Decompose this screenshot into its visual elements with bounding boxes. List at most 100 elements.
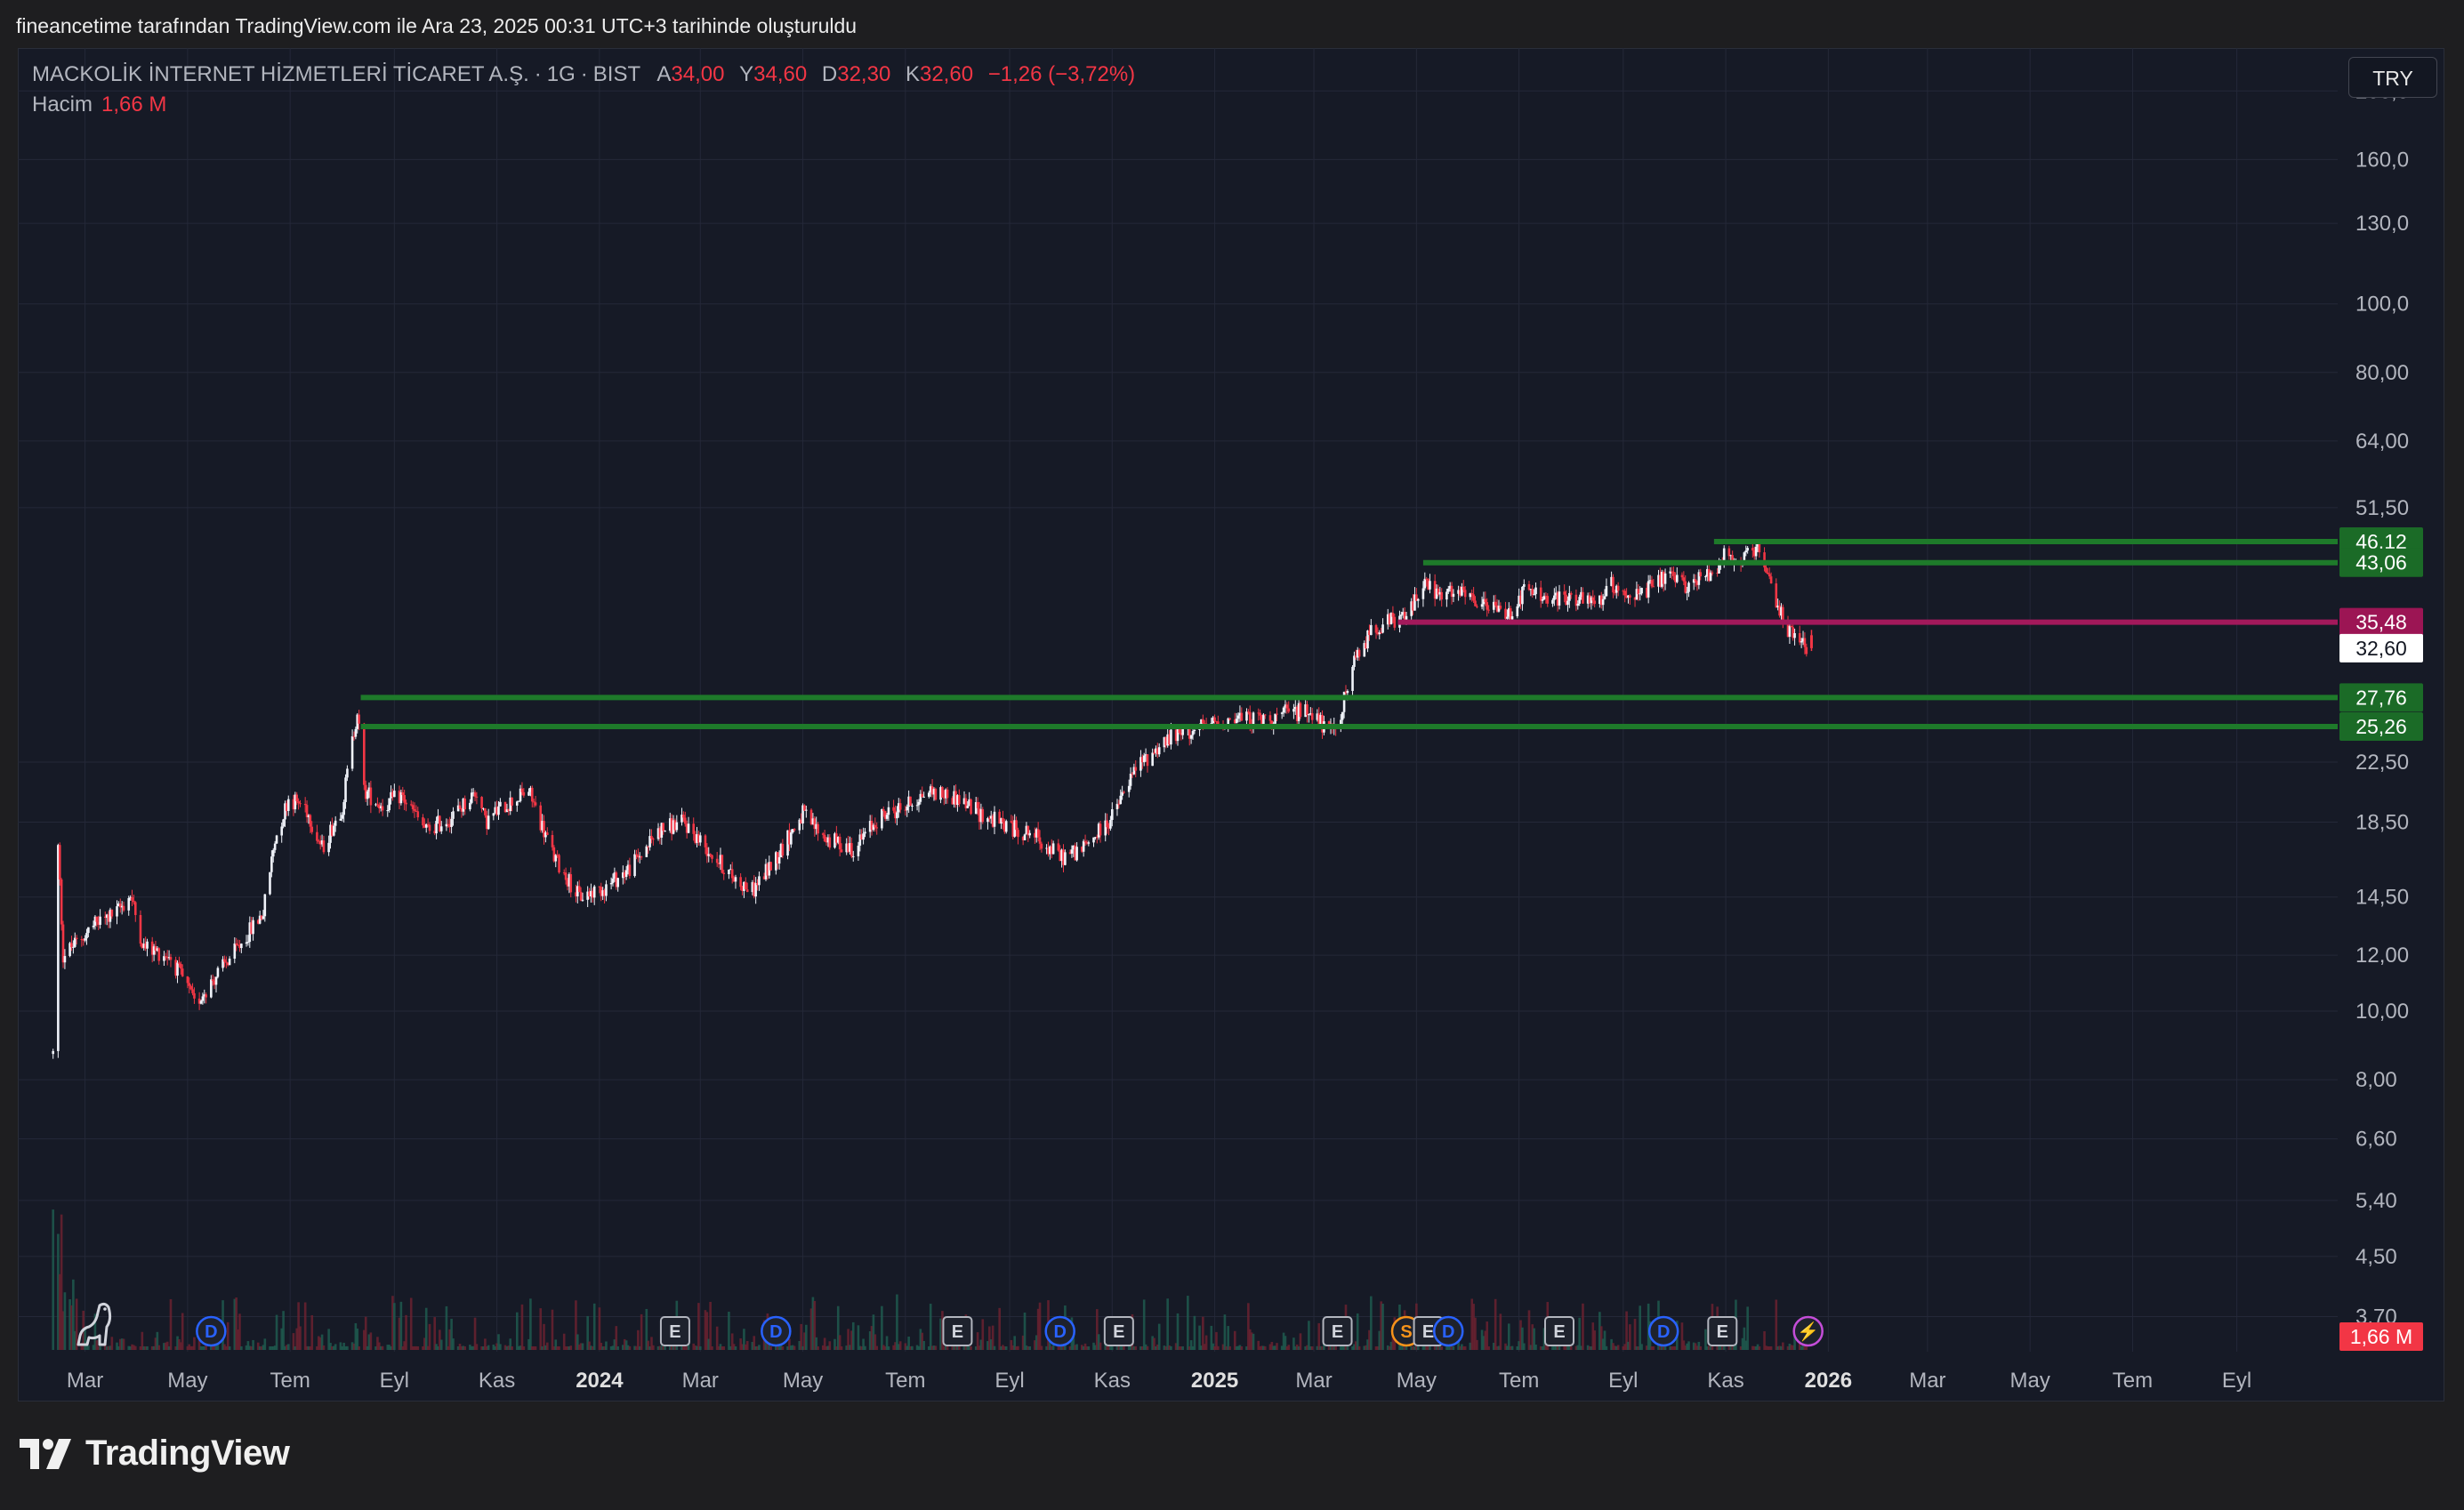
candle-body bbox=[751, 882, 754, 893]
y-tick-label: 51,50 bbox=[2355, 496, 2409, 520]
volume-bar bbox=[838, 1335, 841, 1350]
volume-bar bbox=[73, 1330, 76, 1350]
volume-bar bbox=[850, 1330, 853, 1350]
candle-body bbox=[363, 723, 366, 785]
candle-body bbox=[951, 798, 954, 805]
candle-body bbox=[122, 905, 125, 911]
candle-body bbox=[813, 818, 817, 830]
volume-bar bbox=[781, 1346, 785, 1350]
candle-body bbox=[1610, 576, 1613, 586]
volume-bar bbox=[1110, 1345, 1114, 1350]
x-tick-label: May bbox=[167, 1369, 207, 1393]
volume-bar bbox=[364, 1316, 367, 1350]
volume-bar bbox=[1003, 1346, 1006, 1350]
last-price-badge bbox=[2339, 633, 2423, 663]
candle-body bbox=[226, 962, 229, 966]
volume-bar bbox=[522, 1345, 526, 1350]
candle-body bbox=[1461, 586, 1465, 590]
candle-body bbox=[1763, 552, 1766, 568]
candle-body bbox=[127, 897, 131, 911]
volume-badge-label: 1,66 M bbox=[2350, 1325, 2412, 1348]
volume-bar bbox=[1388, 1345, 1391, 1350]
candle-body bbox=[1793, 633, 1796, 639]
candle-body bbox=[1497, 606, 1501, 612]
volume-bar bbox=[1686, 1343, 1688, 1350]
volume-bar bbox=[828, 1341, 832, 1350]
volume-bar bbox=[1767, 1345, 1771, 1350]
event-marker-earnings bbox=[1543, 1316, 1574, 1346]
candle-body bbox=[1292, 709, 1295, 712]
volume-bar bbox=[1391, 1332, 1395, 1350]
volume-bar bbox=[575, 1300, 577, 1350]
volume-bar bbox=[401, 1345, 405, 1350]
volume-bar bbox=[233, 1298, 237, 1350]
candle-body bbox=[541, 821, 544, 831]
candle-body bbox=[1072, 845, 1075, 850]
candle-body bbox=[388, 798, 391, 811]
candle-body bbox=[1775, 583, 1778, 608]
volume-bar bbox=[775, 1345, 777, 1350]
volume-bar bbox=[1094, 1345, 1097, 1350]
candle-body bbox=[505, 809, 509, 813]
candle-body bbox=[1380, 632, 1382, 634]
volume-bar bbox=[1204, 1335, 1208, 1350]
candle-body bbox=[656, 828, 660, 839]
x-tick-label: Kas bbox=[479, 1369, 515, 1393]
dino-icon[interactable] bbox=[73, 1300, 119, 1353]
volume-bar bbox=[269, 1345, 271, 1350]
volume-bar bbox=[1793, 1334, 1796, 1350]
candle-body bbox=[1474, 600, 1477, 606]
candle-body bbox=[1017, 830, 1019, 838]
candle-body bbox=[117, 903, 120, 907]
volume-bar bbox=[556, 1346, 559, 1350]
candle-body bbox=[1310, 713, 1314, 720]
candle-body bbox=[898, 803, 902, 810]
volume-bar bbox=[344, 1345, 347, 1350]
candle-body bbox=[826, 837, 830, 843]
candle-body bbox=[1805, 647, 1808, 655]
volume-bar bbox=[1333, 1344, 1336, 1350]
currency-button[interactable]: TRY bbox=[2348, 57, 2437, 98]
volume-bar bbox=[911, 1345, 914, 1350]
volume-bar bbox=[1459, 1345, 1461, 1350]
volume-bar bbox=[1082, 1345, 1085, 1350]
symbol-name[interactable]: MACKOLİK İNTERNET HİZMETLERİ TİCARET A.Ş… bbox=[32, 62, 529, 86]
candle-body bbox=[165, 957, 169, 959]
candle-body bbox=[1554, 592, 1558, 596]
candle-body bbox=[1433, 581, 1437, 599]
volume-bar bbox=[245, 1345, 248, 1350]
volume-label[interactable]: Hacim bbox=[32, 92, 93, 116]
candle-body bbox=[469, 802, 471, 810]
volume-bar bbox=[1586, 1345, 1590, 1350]
volume-bar bbox=[1692, 1342, 1695, 1350]
volume-bar bbox=[1198, 1325, 1201, 1350]
volume-bar bbox=[292, 1333, 295, 1350]
volume-bar bbox=[1610, 1338, 1613, 1350]
x-tick-label: Eyl bbox=[994, 1369, 1024, 1393]
candle-body bbox=[928, 792, 930, 797]
candle-body bbox=[529, 787, 532, 792]
volume-bar bbox=[1645, 1345, 1648, 1350]
event-marker-earnings bbox=[942, 1316, 973, 1346]
volume-bar bbox=[366, 1345, 369, 1350]
candle-body bbox=[1047, 847, 1050, 855]
volume-bar bbox=[1405, 1345, 1408, 1350]
volume-bar bbox=[1782, 1342, 1784, 1350]
tradingview-logo[interactable]: TradingView bbox=[20, 1434, 290, 1474]
volume-bar bbox=[1541, 1345, 1544, 1350]
volume-bar bbox=[1495, 1345, 1499, 1350]
volume-bar bbox=[505, 1346, 509, 1350]
volume-bar bbox=[282, 1311, 285, 1350]
volume-bar bbox=[1744, 1340, 1748, 1350]
candle-body bbox=[680, 815, 683, 823]
volume-bar bbox=[286, 1345, 288, 1350]
candle-body bbox=[682, 815, 685, 818]
candle-body bbox=[1080, 847, 1083, 852]
candle-body bbox=[1657, 574, 1660, 587]
volume-bar bbox=[1435, 1345, 1438, 1350]
volume-bar bbox=[862, 1338, 865, 1350]
volume-bar bbox=[872, 1314, 875, 1350]
volume-bar bbox=[1310, 1345, 1314, 1350]
volume-bar bbox=[1578, 1317, 1581, 1350]
